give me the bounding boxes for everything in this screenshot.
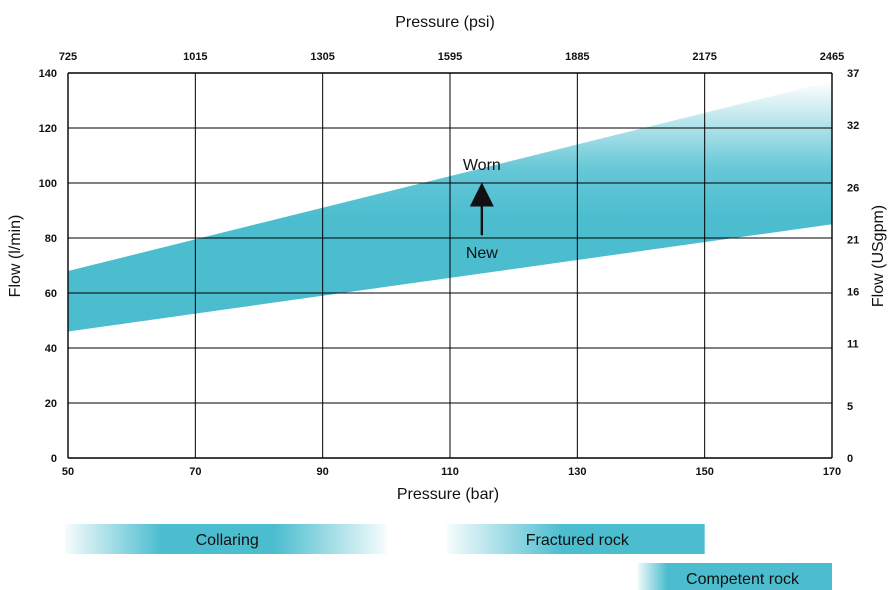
y-tick-label-right: 5 bbox=[847, 401, 853, 413]
annotation-layer: Worn New bbox=[463, 157, 501, 262]
x-tick-label-top: 1015 bbox=[183, 51, 207, 63]
x-tick-label: 150 bbox=[695, 466, 713, 478]
x-tick-label-top: 725 bbox=[59, 51, 77, 63]
range-label-collaring: Collaring bbox=[196, 532, 259, 549]
y-tick-label: 60 bbox=[45, 288, 57, 300]
y-tick-label: 140 bbox=[39, 68, 57, 80]
x-tick-label: 50 bbox=[62, 466, 74, 478]
y-tick-label: 20 bbox=[45, 398, 57, 410]
x-axis-title-bottom: Pressure (bar) bbox=[397, 486, 499, 503]
x-tick-label-top: 1595 bbox=[438, 51, 462, 63]
x-tick-label: 130 bbox=[568, 466, 586, 478]
range-label-fractured-rock: Fractured rock bbox=[526, 532, 630, 549]
y-axis-title-right: Flow (USgpm) bbox=[870, 205, 887, 307]
y-tick-label-right: 16 bbox=[847, 286, 859, 298]
y-tick-label-right: 26 bbox=[847, 182, 859, 194]
x-tick-label: 70 bbox=[189, 466, 201, 478]
range-bar-competent-rock bbox=[638, 563, 832, 590]
x-tick-label: 170 bbox=[823, 466, 841, 478]
annotation-new-label: New bbox=[466, 245, 498, 262]
x-tick-label-top: 2465 bbox=[820, 51, 844, 63]
x-tick-label: 110 bbox=[441, 466, 459, 478]
x-tick-label: 90 bbox=[317, 466, 329, 478]
grid-layer bbox=[67, 72, 833, 459]
range-bar-fractured-rock bbox=[447, 524, 705, 554]
annotation-worn-label: Worn bbox=[463, 157, 501, 174]
y-tick-label: 100 bbox=[39, 178, 57, 190]
y-tick-label: 0 bbox=[51, 453, 57, 465]
x-tick-label-top: 1885 bbox=[565, 51, 589, 63]
y-tick-label-right: 21 bbox=[847, 234, 859, 246]
y-tick-label-right: 37 bbox=[847, 68, 859, 80]
range-label-competent-rock: Competent rock bbox=[686, 571, 800, 588]
y-axis-title-left: Flow (l/min) bbox=[7, 215, 24, 298]
x-tick-label-top: 2175 bbox=[692, 51, 716, 63]
operating-range-layer: Collaring Fractured rock Competent rock bbox=[65, 524, 832, 590]
y-tick-label-right: 0 bbox=[847, 453, 853, 465]
y-tick-label: 40 bbox=[45, 343, 57, 355]
range-bar-collaring bbox=[65, 524, 387, 554]
y-tick-label-right: 11 bbox=[847, 339, 859, 351]
x-tick-label-top: 1305 bbox=[310, 51, 334, 63]
y-tick-label: 80 bbox=[45, 233, 57, 245]
y-tick-label: 120 bbox=[39, 123, 57, 135]
x-axis-title-top: Pressure (psi) bbox=[395, 14, 495, 31]
y-tick-label-right: 32 bbox=[847, 120, 859, 132]
